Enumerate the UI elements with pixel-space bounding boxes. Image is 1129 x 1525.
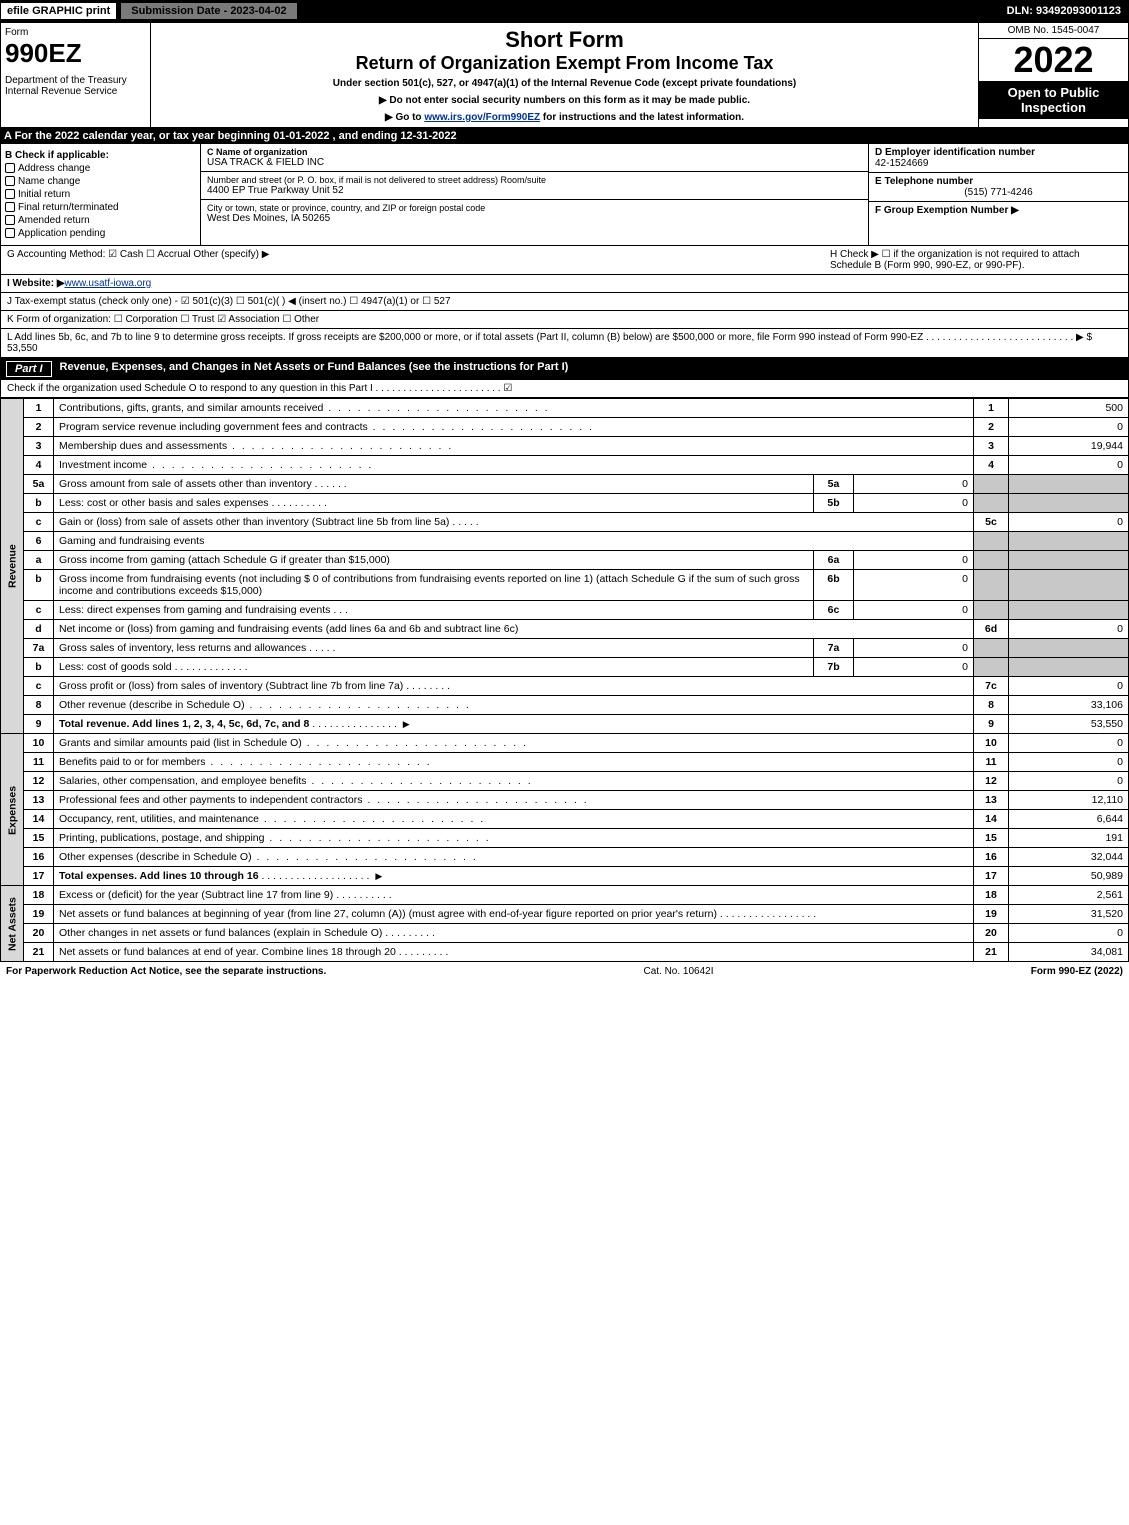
val-14: 6,644	[1009, 810, 1129, 829]
val-4: 0	[1009, 456, 1129, 475]
section-b: B Check if applicable: Address change Na…	[1, 144, 201, 245]
tax-year: 2022	[979, 39, 1128, 81]
line-k: K Form of organization: ☐ Corporation ☐ …	[0, 311, 1129, 329]
inspection-badge: Open to Public Inspection	[979, 81, 1128, 119]
phone-cell: E Telephone number (515) 771-4246	[869, 173, 1128, 202]
title-return: Return of Organization Exempt From Incom…	[155, 53, 974, 74]
part-i-check: Check if the organization used Schedule …	[0, 380, 1129, 398]
val-15: 191	[1009, 829, 1129, 848]
val-7c: 0	[1009, 677, 1129, 696]
efile-label[interactable]: efile GRAPHIC print	[0, 2, 117, 20]
chk-name[interactable]: Name change	[5, 176, 196, 187]
top-bar: efile GRAPHIC print Submission Date - 20…	[0, 0, 1129, 22]
header-left: Form 990EZ Department of the Treasury In…	[1, 23, 151, 127]
org-name-cell: C Name of organization USA TRACK & FIELD…	[201, 144, 868, 172]
lines-table: Revenue 1Contributions, gifts, grants, a…	[0, 398, 1129, 962]
form-header: Form 990EZ Department of the Treasury In…	[0, 22, 1129, 128]
city: West Des Moines, IA 50265	[207, 213, 862, 224]
dln: DLN: 93492093001123	[999, 3, 1129, 19]
section-d: D Employer identification number 42-1524…	[868, 144, 1128, 245]
ein: 42-1524669	[875, 158, 1122, 169]
street-cell: Number and street (or P. O. box, if mail…	[201, 172, 868, 200]
section-c: C Name of organization USA TRACK & FIELD…	[201, 144, 868, 245]
val-8: 33,106	[1009, 696, 1129, 715]
val-17: 50,989	[1009, 867, 1129, 886]
vlabel-revenue: Revenue	[1, 399, 24, 734]
val-11: 0	[1009, 753, 1129, 772]
omb-number: OMB No. 1545-0047	[979, 23, 1128, 39]
footer-form: Form 990-EZ (2022)	[1031, 966, 1123, 977]
val-13: 12,110	[1009, 791, 1129, 810]
line-g-h: G Accounting Method: ☑ Cash ☐ Accrual Ot…	[0, 246, 1129, 275]
chk-amended[interactable]: Amended return	[5, 215, 196, 226]
header-right: OMB No. 1545-0047 2022 Open to Public In…	[978, 23, 1128, 127]
dept-label: Department of the Treasury Internal Reve…	[5, 75, 146, 97]
chk-pending[interactable]: Application pending	[5, 228, 196, 239]
val-21: 34,081	[1009, 943, 1129, 962]
val-1: 500	[1009, 399, 1129, 418]
note-goto: ▶ Go to www.irs.gov/Form990EZ for instru…	[155, 112, 974, 123]
val-2: 0	[1009, 418, 1129, 437]
org-name: USA TRACK & FIELD INC	[207, 157, 862, 168]
website-link[interactable]: www.usatf-iowa.org	[65, 278, 152, 289]
submission-date: Submission Date - 2023-04-02	[121, 3, 296, 19]
part-i-title: Revenue, Expenses, and Changes in Net As…	[60, 361, 569, 377]
note-ssn: ▶ Do not enter social security numbers o…	[155, 95, 974, 106]
val-6d: 0	[1009, 620, 1129, 639]
subtitle: Under section 501(c), 527, or 4947(a)(1)…	[155, 78, 974, 89]
line-g: G Accounting Method: ☑ Cash ☐ Accrual Ot…	[7, 249, 822, 271]
title-short-form: Short Form	[155, 27, 974, 53]
ein-cell: D Employer identification number 42-1524…	[869, 144, 1128, 173]
street: 4400 EP True Parkway Unit 52	[207, 185, 862, 196]
phone: (515) 771-4246	[875, 187, 1122, 198]
part-i-tag: Part I	[6, 361, 52, 377]
line-a: A For the 2022 calendar year, or tax yea…	[0, 128, 1129, 144]
val-16: 32,044	[1009, 848, 1129, 867]
vlabel-expenses: Expenses	[1, 734, 24, 886]
info-block: B Check if applicable: Address change Na…	[0, 144, 1129, 246]
footer-left: For Paperwork Reduction Act Notice, see …	[6, 966, 326, 977]
part-i-bar: Part I Revenue, Expenses, and Changes in…	[0, 358, 1129, 380]
city-cell: City or town, state or province, country…	[201, 200, 868, 227]
form-label: Form	[5, 27, 146, 38]
chk-initial[interactable]: Initial return	[5, 189, 196, 200]
vlabel-net: Net Assets	[1, 886, 24, 962]
form-number: 990EZ	[5, 38, 146, 69]
line-h: H Check ▶ ☐ if the organization is not r…	[822, 249, 1122, 271]
line-j: J Tax-exempt status (check only one) - ☑…	[0, 293, 1129, 311]
group-exemption-cell: F Group Exemption Number ▶	[869, 202, 1128, 219]
val-12: 0	[1009, 772, 1129, 791]
val-20: 0	[1009, 924, 1129, 943]
line-l: L Add lines 5b, 6c, and 7b to line 9 to …	[0, 329, 1129, 358]
chk-address[interactable]: Address change	[5, 163, 196, 174]
footer: For Paperwork Reduction Act Notice, see …	[0, 962, 1129, 981]
b-title: B Check if applicable:	[5, 150, 196, 161]
val-9: 53,550	[1009, 715, 1129, 734]
val-3: 19,944	[1009, 437, 1129, 456]
header-mid: Short Form Return of Organization Exempt…	[151, 23, 978, 127]
chk-final[interactable]: Final return/terminated	[5, 202, 196, 213]
val-19: 31,520	[1009, 905, 1129, 924]
val-5c: 0	[1009, 513, 1129, 532]
irs-link[interactable]: www.irs.gov/Form990EZ	[424, 112, 540, 123]
line-i: I Website: ▶www.usatf-iowa.org	[0, 275, 1129, 293]
footer-cat: Cat. No. 10642I	[643, 966, 713, 977]
val-18: 2,561	[1009, 886, 1129, 905]
val-10: 0	[1009, 734, 1129, 753]
